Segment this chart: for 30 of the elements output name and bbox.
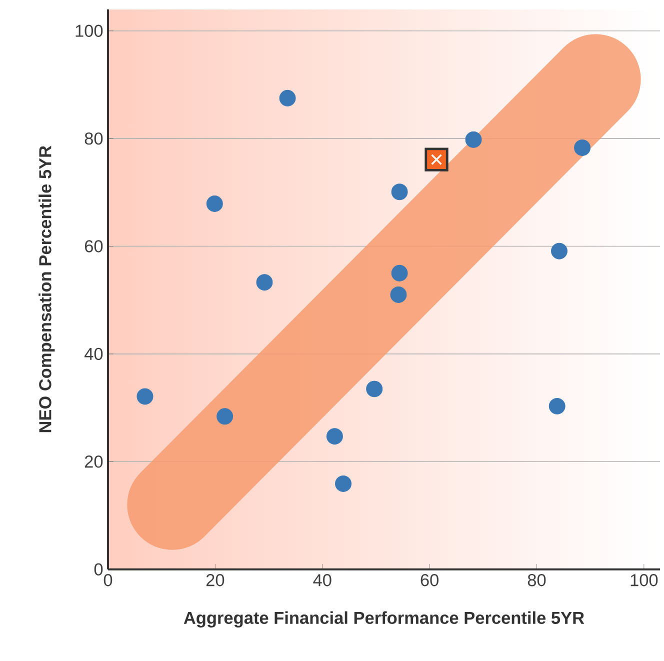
x-tick-label: 60 [420,574,438,586]
y-tick-label: 60 [84,240,103,252]
point [366,380,383,398]
point [465,131,482,148]
y-axis-title: NEO Compensation Percentile 5YR [38,146,55,432]
y-tick-label: 20 [84,455,103,468]
point [391,183,408,200]
y-tick-label: 80 [84,132,103,145]
y-tick-label: 100 [76,24,103,37]
x-tick-label: 0 [104,574,112,586]
point [279,90,296,106]
point [216,408,234,424]
y-tick-label: 40 [84,348,103,360]
point [256,274,273,290]
point [390,286,407,303]
x-tick-label: 20 [206,574,224,586]
point [335,475,352,492]
point [424,148,448,172]
point [391,264,408,282]
y-tick-label: 0 [94,563,103,576]
point [548,398,566,414]
x-tick-label: 40 [313,574,332,586]
point [136,388,154,405]
x-tick-label: 100 [630,574,658,586]
point [551,242,568,260]
x-tick-label: 80 [528,574,546,586]
x-axis-title: Aggregate Financial Performance Percentile 5YR [184,611,584,628]
point [326,428,343,444]
point [206,195,223,212]
point [574,139,591,156]
